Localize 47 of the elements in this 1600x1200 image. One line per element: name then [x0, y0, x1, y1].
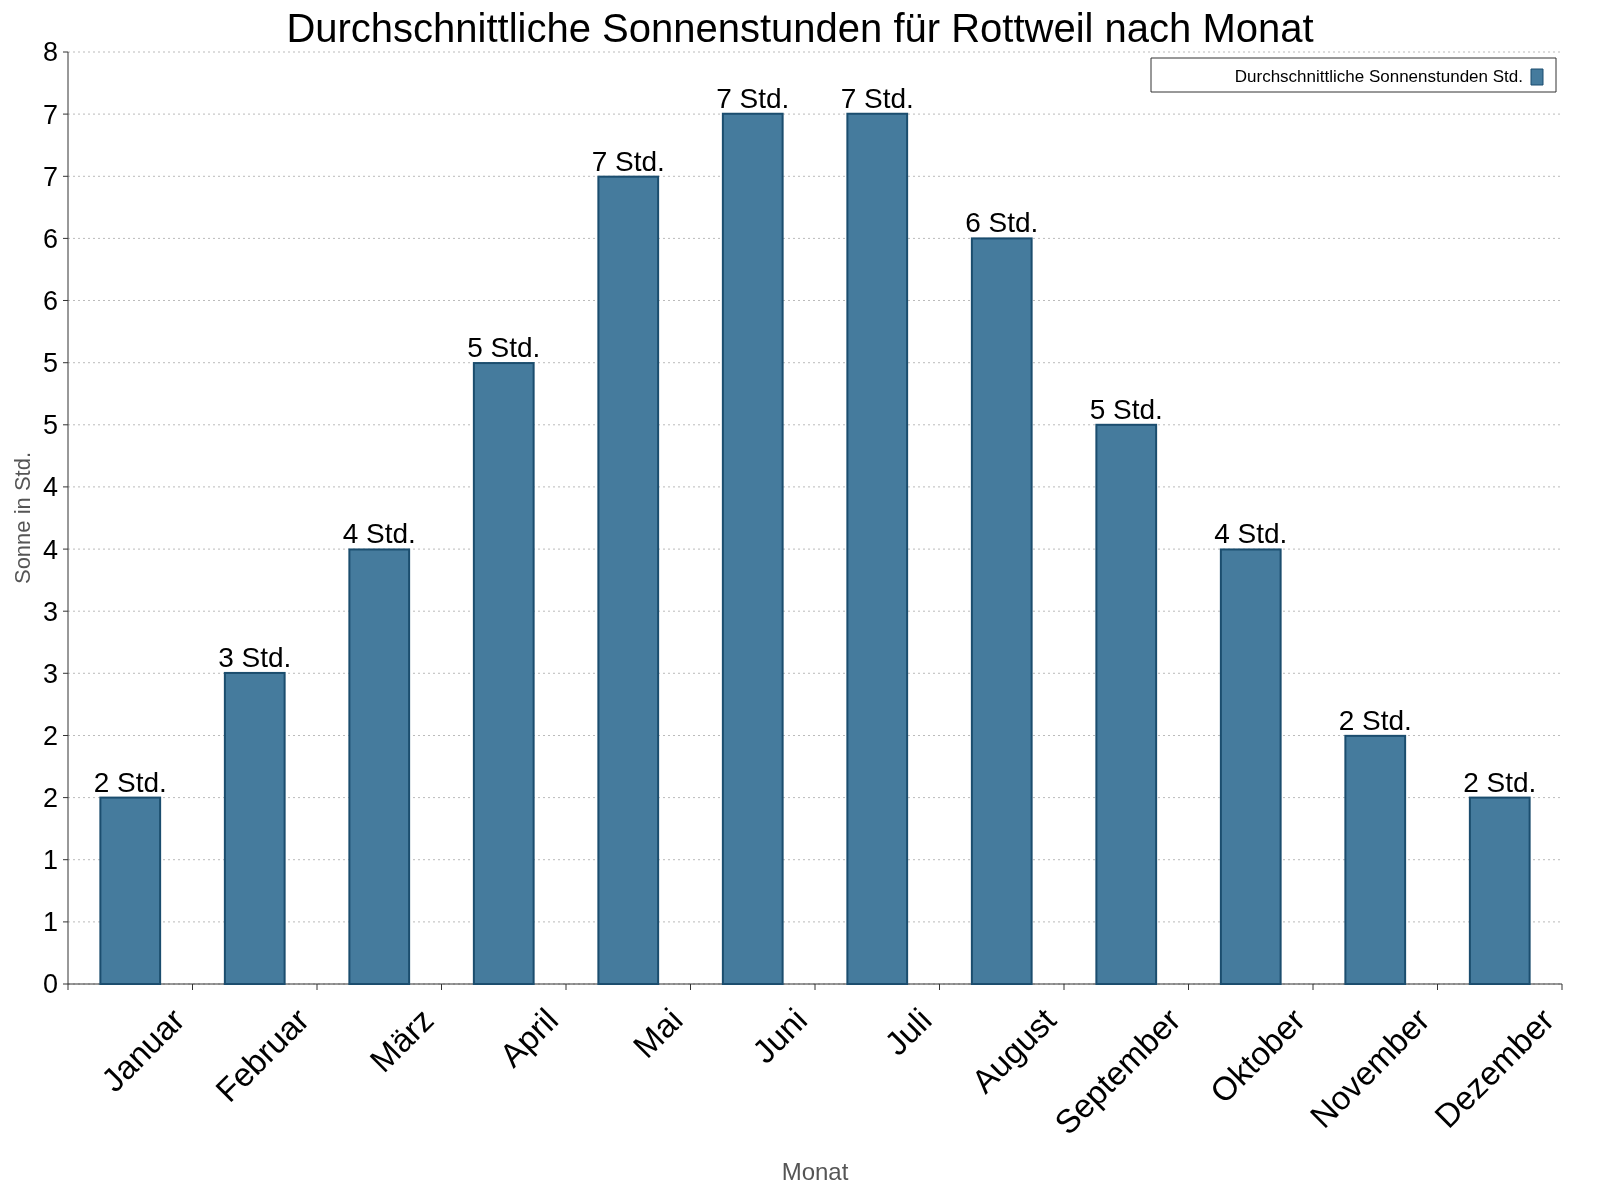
x-tick-label: Mai [625, 1001, 690, 1065]
y-tick-label: 1 [42, 907, 58, 938]
data-label: 7 Std. [591, 145, 665, 177]
y-tick-label: 2 [42, 783, 58, 814]
y-tick-label: 5 [42, 348, 58, 379]
data-label: 5 Std. [467, 332, 541, 364]
data-label: 2 Std. [1338, 704, 1412, 736]
bar [472, 362, 535, 985]
data-label: 2 Std. [1463, 766, 1537, 798]
data-label: 5 Std. [1089, 393, 1163, 425]
data-label: 7 Std. [840, 82, 914, 114]
x-tick-label: Juli [877, 1001, 939, 1063]
x-tick-label: Juni [745, 1001, 815, 1071]
bar [721, 112, 784, 985]
y-tick-label: 6 [42, 285, 58, 316]
legend-label: Durchschnittliche Sonnenstunden Std. [1234, 67, 1523, 86]
y-tick-label: 0 [42, 969, 58, 1000]
x-axis-title: Monat [781, 1158, 849, 1185]
bar [348, 548, 411, 985]
bar [1219, 548, 1282, 985]
data-label: 2 Std. [93, 766, 167, 798]
data-label: 7 Std. [716, 82, 790, 114]
y-tick-label: 3 [42, 658, 58, 689]
bar [223, 671, 286, 985]
data-label: 6 Std. [965, 207, 1039, 239]
bar [99, 796, 162, 985]
data-label: 4 Std. [342, 518, 416, 550]
y-axis-title: Sonne in Std. [10, 451, 35, 585]
data-label: 3 Std. [218, 641, 292, 673]
data-label: 4 Std. [1214, 518, 1288, 550]
chart-title: Durchschnittliche Sonnenstunden für Rottweil nach Monat [286, 6, 1314, 50]
y-tick-label: 5 [42, 410, 58, 441]
y-tick-label: 2 [42, 720, 58, 751]
y-tick-label: 7 [42, 99, 58, 130]
y-tick-label: 8 [42, 37, 58, 68]
bar [1095, 423, 1158, 985]
y-tick-label: 7 [42, 161, 58, 192]
y-tick-label: 1 [42, 845, 58, 876]
y-tick-label: 6 [42, 223, 58, 254]
bar [1344, 734, 1407, 985]
y-tick-label: 4 [42, 472, 58, 503]
bar [846, 112, 909, 985]
bar [970, 237, 1033, 985]
bar [597, 175, 660, 985]
y-tick-label: 4 [42, 534, 58, 565]
y-tick-label: 3 [42, 596, 58, 627]
bar [1468, 796, 1531, 985]
